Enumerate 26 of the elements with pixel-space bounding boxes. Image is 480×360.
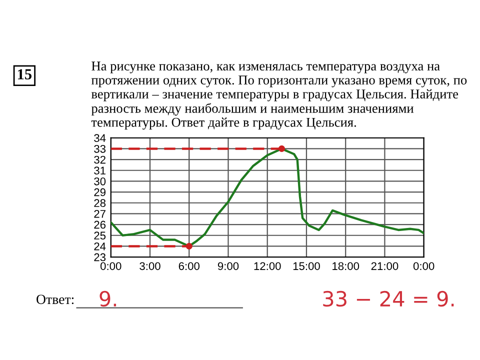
x-tick-label: 12:00: [254, 262, 281, 270]
x-tick-label: 0:00: [100, 262, 122, 270]
x-tick-label: 15:00: [293, 262, 320, 270]
x-tick-label: 9:00: [218, 262, 239, 270]
y-tick-label: 25: [94, 232, 106, 240]
y-tick-label: 33: [94, 144, 106, 153]
x-tick-label: 21:00: [371, 262, 398, 270]
y-tick-label: 24: [94, 242, 106, 250]
text: 15: [18, 69, 32, 80]
x-tick-label: 0:00: [413, 262, 434, 270]
y-tick-label: 26: [94, 220, 106, 229]
x-tick-label: 6:00: [178, 262, 200, 270]
y-tick-label: 29: [94, 188, 106, 196]
text: Ответ:: [36, 294, 74, 304]
chart-title: На рисунке показано, как изменялась температура воздуха на протяжении одних суток. По горизонтали указано время суток, по вертикали – значение температуры в градусах Цельсия. Найдите разность между наибольшим и наименьшим значениями температуры. Ответ дайте в градусах Цельсия.: [91, 62, 467, 130]
y-tick-label: 23: [94, 253, 106, 262]
x-tick-label: 3:00: [140, 262, 160, 270]
text: 33 − 24 = 9.: [323, 290, 454, 307]
x-tick-label: 18:00: [332, 262, 360, 270]
text: 9.: [100, 290, 116, 307]
y-tick-label: 30: [94, 177, 106, 186]
y-tick-label: 27: [94, 210, 106, 218]
y-tick-label: 31: [94, 166, 106, 175]
y-tick-label: 34: [94, 134, 106, 142]
y-tick-label: 28: [94, 199, 106, 208]
y-tick-label: 32: [94, 156, 106, 164]
